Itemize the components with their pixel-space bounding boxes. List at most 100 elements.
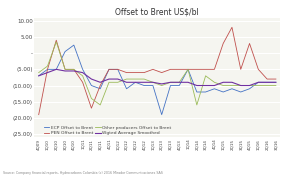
Other producers Offset to Brent (134, 78, 137, 80)
Wgted Average Smoothed (46, 71, 49, 74)
Other producers Offset to Brent (178, 81, 181, 83)
Line: PEN Offset to Brent: PEN Offset to Brent (39, 27, 276, 115)
Line: Other producers Offset to Brent: Other producers Offset to Brent (39, 42, 276, 105)
ECP Offset to Brent (239, 91, 243, 93)
Wgted Average Smoothed (125, 81, 128, 83)
PEN Offset to Brent (248, 42, 251, 45)
PEN Offset to Brent (116, 68, 120, 70)
ECP Offset to Brent (160, 114, 163, 116)
ECP Offset to Brent (46, 68, 49, 70)
Other producers Offset to Brent (160, 84, 163, 87)
ECP Offset to Brent (63, 51, 67, 53)
Other producers Offset to Brent (195, 104, 198, 106)
PEN Offset to Brent (37, 114, 40, 116)
Other producers Offset to Brent (213, 81, 216, 83)
ECP Offset to Brent (125, 88, 128, 90)
PEN Offset to Brent (134, 71, 137, 74)
ECP Offset to Brent (116, 68, 120, 70)
PEN Offset to Brent (239, 68, 243, 70)
ECP Offset to Brent (186, 68, 190, 70)
Other producers Offset to Brent (90, 97, 93, 99)
ECP Offset to Brent (213, 88, 216, 90)
Other producers Offset to Brent (265, 84, 269, 87)
Other producers Offset to Brent (98, 104, 102, 106)
PEN Offset to Brent (274, 78, 278, 80)
Other producers Offset to Brent (55, 41, 58, 43)
Wgted Average Smoothed (81, 71, 84, 74)
Other producers Offset to Brent (63, 68, 67, 70)
Other producers Offset to Brent (107, 81, 111, 83)
Other producers Offset to Brent (81, 75, 84, 77)
Wgted Average Smoothed (248, 84, 251, 87)
PEN Offset to Brent (125, 71, 128, 74)
Wgted Average Smoothed (186, 81, 190, 83)
Wgted Average Smoothed (116, 78, 120, 80)
Wgted Average Smoothed (72, 70, 76, 72)
Other producers Offset to Brent (46, 65, 49, 67)
Other producers Offset to Brent (142, 78, 146, 80)
PEN Offset to Brent (63, 68, 67, 70)
ECP Offset to Brent (81, 68, 84, 70)
Other producers Offset to Brent (151, 81, 155, 83)
Wgted Average Smoothed (195, 84, 198, 87)
Wgted Average Smoothed (98, 81, 102, 83)
Other producers Offset to Brent (116, 81, 120, 83)
Wgted Average Smoothed (63, 70, 67, 72)
Other producers Offset to Brent (239, 84, 243, 87)
ECP Offset to Brent (169, 84, 172, 87)
Line: ECP Offset to Brent: ECP Offset to Brent (39, 45, 276, 115)
ECP Offset to Brent (195, 91, 198, 93)
Wgted Average Smoothed (204, 84, 207, 87)
Wgted Average Smoothed (90, 78, 93, 80)
Wgted Average Smoothed (160, 83, 163, 85)
PEN Offset to Brent (213, 68, 216, 70)
PEN Offset to Brent (265, 78, 269, 80)
PEN Offset to Brent (81, 81, 84, 83)
Wgted Average Smoothed (265, 81, 269, 83)
PEN Offset to Brent (46, 68, 49, 70)
ECP Offset to Brent (248, 88, 251, 90)
PEN Offset to Brent (204, 68, 207, 70)
ECP Offset to Brent (72, 44, 76, 46)
Legend: ECP Offset to Brent, PEN Offset to Brent, Other producers Offset to Brent, Wgted: ECP Offset to Brent, PEN Offset to Brent… (44, 126, 171, 135)
PEN Offset to Brent (221, 42, 225, 45)
ECP Offset to Brent (134, 81, 137, 83)
Wgted Average Smoothed (37, 75, 40, 77)
Wgted Average Smoothed (239, 84, 243, 87)
ECP Offset to Brent (257, 81, 260, 83)
Title: Offset to Brent US$/bl: Offset to Brent US$/bl (116, 8, 199, 17)
ECP Offset to Brent (55, 68, 58, 70)
Wgted Average Smoothed (142, 81, 146, 83)
PEN Offset to Brent (257, 68, 260, 70)
PEN Offset to Brent (186, 68, 190, 70)
PEN Offset to Brent (72, 68, 76, 70)
ECP Offset to Brent (142, 84, 146, 87)
Wgted Average Smoothed (221, 81, 225, 83)
PEN Offset to Brent (107, 68, 111, 70)
ECP Offset to Brent (151, 84, 155, 87)
Wgted Average Smoothed (257, 81, 260, 83)
PEN Offset to Brent (230, 26, 234, 28)
ECP Offset to Brent (221, 91, 225, 93)
Wgted Average Smoothed (213, 84, 216, 87)
Other producers Offset to Brent (72, 68, 76, 70)
Other producers Offset to Brent (274, 84, 278, 87)
Other producers Offset to Brent (221, 84, 225, 87)
PEN Offset to Brent (55, 39, 58, 41)
ECP Offset to Brent (98, 88, 102, 90)
ECP Offset to Brent (107, 68, 111, 70)
Wgted Average Smoothed (55, 68, 58, 70)
Wgted Average Smoothed (230, 81, 234, 83)
Wgted Average Smoothed (151, 81, 155, 83)
ECP Offset to Brent (265, 81, 269, 83)
ECP Offset to Brent (204, 91, 207, 93)
Other producers Offset to Brent (37, 71, 40, 74)
ECP Offset to Brent (178, 84, 181, 87)
Other producers Offset to Brent (186, 68, 190, 70)
Wgted Average Smoothed (169, 81, 172, 83)
Other producers Offset to Brent (230, 84, 234, 87)
PEN Offset to Brent (178, 68, 181, 70)
PEN Offset to Brent (195, 68, 198, 70)
Wgted Average Smoothed (178, 81, 181, 83)
PEN Offset to Brent (142, 71, 146, 74)
